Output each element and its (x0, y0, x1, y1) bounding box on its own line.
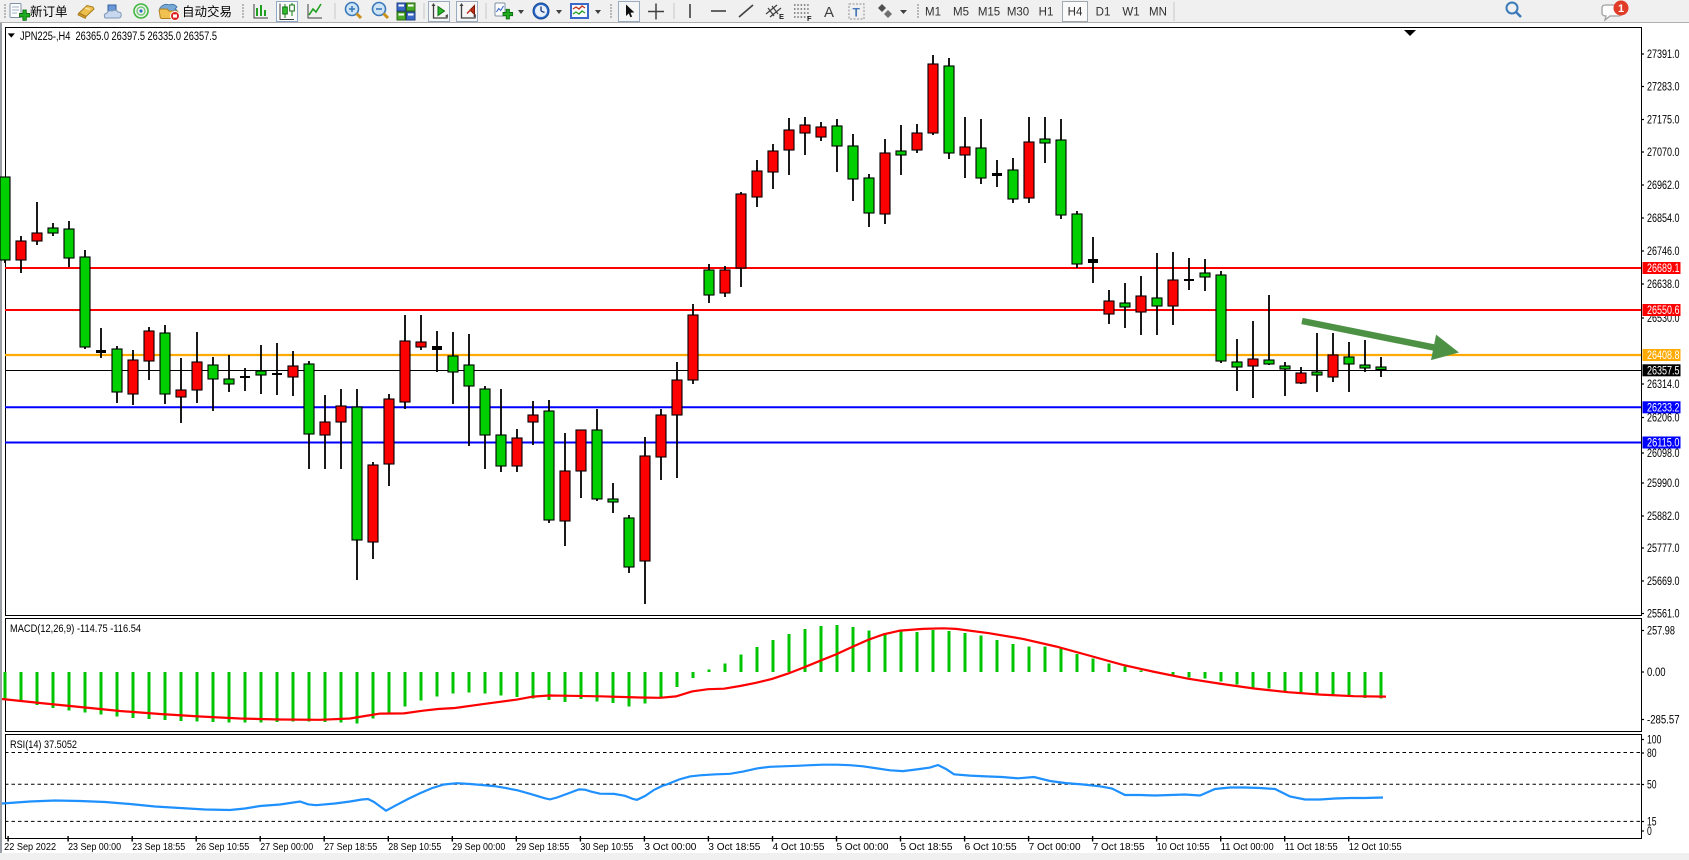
svg-text:M30: M30 (1007, 7, 1029, 19)
svg-text:22 Sep 2022: 22 Sep 2022 (4, 841, 56, 853)
svg-text:26098.0: 26098.0 (1647, 448, 1680, 460)
svg-text:27070.0: 27070.0 (1647, 147, 1680, 159)
svg-text:26233.2: 26233.2 (1647, 403, 1680, 415)
svg-text:M5: M5 (953, 7, 969, 19)
svg-text:26854.0: 26854.0 (1647, 213, 1680, 225)
svg-text:10 Oct 10:55: 10 Oct 10:55 (1157, 841, 1210, 853)
svg-text:JPN225-,H4 26365.0 26397.5 26: JPN225-,H4 26365.0 26397.5 26335.0 26357… (20, 31, 217, 43)
svg-text:25777.0: 25777.0 (1647, 543, 1680, 555)
svg-text:D1: D1 (1096, 7, 1111, 19)
svg-text:A: A (824, 4, 834, 21)
svg-text:MACD(12,26,9) -114.75 -116.54: MACD(12,26,9) -114.75 -116.54 (10, 623, 141, 635)
svg-text:23 Sep 18:55: 23 Sep 18:55 (132, 841, 185, 853)
svg-text:28 Sep 10:55: 28 Sep 10:55 (388, 841, 441, 853)
svg-text:27175.0: 27175.0 (1647, 115, 1680, 127)
svg-text:F: F (807, 14, 812, 23)
svg-text:6 Oct 10:55: 6 Oct 10:55 (965, 841, 1017, 853)
svg-text:257.98: 257.98 (1647, 626, 1675, 638)
svg-text:27283.0: 27283.0 (1647, 82, 1680, 94)
svg-text:26206.0: 26206.0 (1647, 413, 1680, 425)
svg-text:4 Oct 10:55: 4 Oct 10:55 (773, 841, 825, 853)
svg-text:29 Sep 00:00: 29 Sep 00:00 (452, 841, 505, 853)
svg-text:7 Oct 00:00: 7 Oct 00:00 (1029, 841, 1081, 853)
svg-text:RSI(14) 37.5052: RSI(14) 37.5052 (10, 739, 77, 751)
svg-text:25882.0: 25882.0 (1647, 511, 1680, 523)
svg-text:23 Sep 00:00: 23 Sep 00:00 (68, 841, 121, 853)
svg-text:11 Oct 00:00: 11 Oct 00:00 (1221, 841, 1274, 853)
svg-text:26638.0: 26638.0 (1647, 279, 1680, 291)
svg-text:26962.0: 26962.0 (1647, 180, 1680, 192)
svg-text:W1: W1 (1122, 7, 1139, 19)
svg-text:25990.0: 25990.0 (1647, 478, 1680, 490)
svg-text:H4: H4 (1068, 7, 1083, 19)
svg-text:11 Oct 18:55: 11 Oct 18:55 (1285, 841, 1338, 853)
svg-text:26314.0: 26314.0 (1647, 379, 1680, 391)
svg-text:5 Oct 00:00: 5 Oct 00:00 (837, 841, 889, 853)
svg-text:T: T (853, 6, 861, 20)
svg-text:29 Sep 18:55: 29 Sep 18:55 (516, 841, 569, 853)
svg-text:27 Sep 18:55: 27 Sep 18:55 (324, 841, 377, 853)
svg-text:50: 50 (1647, 780, 1657, 792)
svg-text:30 Sep 10:55: 30 Sep 10:55 (580, 841, 633, 853)
svg-text:5 Oct 18:55: 5 Oct 18:55 (901, 841, 953, 853)
svg-text:80: 80 (1647, 748, 1657, 760)
svg-text:-285.57: -285.57 (1647, 715, 1680, 727)
svg-text:15: 15 (1647, 817, 1657, 829)
svg-text:E: E (779, 12, 784, 21)
svg-text:3 Oct 00:00: 3 Oct 00:00 (644, 841, 696, 853)
svg-text:3 Oct 18:55: 3 Oct 18:55 (708, 841, 760, 853)
svg-text:12 Oct 10:55: 12 Oct 10:55 (1349, 841, 1402, 853)
svg-text:1: 1 (1618, 3, 1624, 15)
svg-text:自动交易: 自动交易 (182, 4, 232, 19)
svg-text:MN: MN (1149, 7, 1167, 19)
svg-text:27391.0: 27391.0 (1647, 49, 1680, 61)
svg-text:新订单: 新订单 (30, 4, 68, 19)
svg-text:25561.0: 25561.0 (1647, 609, 1680, 621)
svg-text:26115.0: 26115.0 (1647, 438, 1680, 450)
svg-text:M1: M1 (925, 7, 941, 19)
svg-text:27 Sep 00:00: 27 Sep 00:00 (260, 841, 313, 853)
svg-text:H1: H1 (1039, 7, 1054, 19)
svg-text:M15: M15 (978, 7, 1000, 19)
svg-text:26550.6: 26550.6 (1647, 305, 1680, 317)
svg-text:0: 0 (1647, 826, 1652, 838)
svg-text:7 Oct 18:55: 7 Oct 18:55 (1093, 841, 1145, 853)
svg-text:26689.1: 26689.1 (1647, 263, 1680, 275)
svg-text:26746.0: 26746.0 (1647, 246, 1680, 258)
svg-text:26357.5: 26357.5 (1647, 366, 1680, 378)
svg-text:26 Sep 10:55: 26 Sep 10:55 (196, 841, 249, 853)
svg-text:0.00: 0.00 (1647, 667, 1666, 679)
svg-text:25669.0: 25669.0 (1647, 576, 1680, 588)
svg-text:26408.8: 26408.8 (1647, 350, 1680, 362)
svg-text:100: 100 (1647, 735, 1661, 747)
